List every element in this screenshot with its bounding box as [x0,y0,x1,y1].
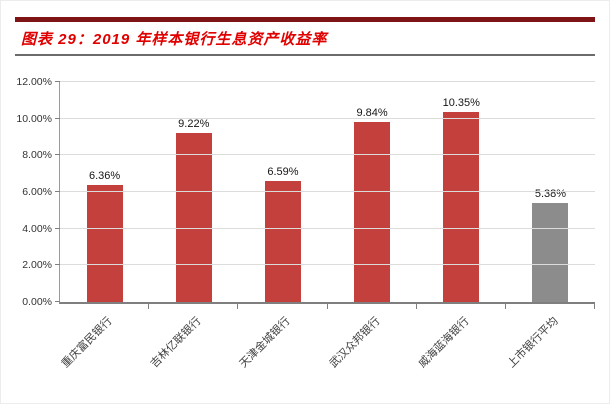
gridline [60,191,595,192]
bar-slots: 6.36% 9.22% 6.59% 9.84% 10.35% 5.38% [60,82,596,309]
bar-value-label: 6.36% [88,170,121,183]
y-tick-label: 0.00% [22,296,52,308]
y-axis: 0.00% 2.00% 4.00% 6.00% 8.00% 10.00% 12.00% [7,76,59,308]
bar-slot: 9.22% [149,82,239,309]
bar [264,181,301,302]
bar-value-label: 10.35% [442,97,480,110]
y-tick-label: 8.00% [22,149,52,162]
x-label-slot: 吉林亿联银行 [148,304,237,403]
plot-area: 6.36% 9.22% 6.59% 9.84% 10.35% 5.38% [55,81,596,309]
y-tick-mark [55,264,60,266]
gridline [60,227,595,229]
x-label-slot: 重庆富民银行 [59,304,148,403]
bar-value-label: 9.22% [178,117,210,130]
bar [86,185,123,302]
bar [443,112,480,302]
y-tick-label: 4.00% [22,222,52,235]
gridline [60,264,595,266]
bar-slot: 10.35% [417,82,507,309]
figure-title: 图表 29：2019 年样本银行生息资产收益率 [21,31,328,48]
y-tick-mark [55,227,60,229]
x-category-label: 吉林亿联银行 [148,315,204,371]
bar [354,121,391,302]
bar-slot: 9.84% [328,82,417,309]
bar-slot: 6.36% [60,82,150,309]
bar [532,203,569,302]
y-tick-mark [55,117,60,119]
bar-slot: 6.59% [238,82,328,309]
bar-slot: 5.38% [506,82,596,309]
x-category-label: 上市银行平均 [505,315,561,371]
y-tick-mark [55,301,60,302]
x-label-slot: 天津金城银行 [237,304,327,403]
y-tick-label: 12.00% [16,76,52,88]
bar-chart: 0.00% 2.00% 4.00% 6.00% 8.00% 10.00% 12.00% 6.… [7,76,596,403]
figure-header: 图表 29：2019 年样本银行生息资产收益率 [15,17,595,56]
x-label-slot: 武汉众邦银行 [327,304,416,403]
y-tick-label: 10.00% [16,112,52,125]
y-tick-label: 6.00% [22,186,52,198]
x-category-label: 重庆富民银行 [59,315,115,371]
bar-value-label: 9.84% [356,106,388,119]
y-tick-mark [55,154,60,156]
gridline [60,81,595,82]
x-label-slot: 上市银行平均 [505,304,595,403]
y-tick-mark [55,191,60,192]
x-label-slot: 威海蓝海银行 [416,304,505,403]
y-tick-mark [55,81,60,82]
header-bottom-rule [15,54,595,56]
chart-body: 0.00% 2.00% 4.00% 6.00% 8.00% 10.00% 12.00% 6.… [7,76,596,309]
x-category-label: 天津金城银行 [237,315,293,371]
header-top-rule [15,17,595,22]
x-category-label: 武汉众邦银行 [327,315,383,371]
gridline [60,154,595,156]
x-category-label: 威海蓝海银行 [416,315,472,371]
gridline [60,117,595,119]
bar [175,132,212,302]
bar-value-label: 6.59% [267,166,299,179]
x-axis: 重庆富民银行 吉林亿联银行 天津金城银行 武汉众邦银行 威海蓝海银行 上市银行平均 [59,304,595,403]
y-tick-label: 2.00% [22,259,52,272]
